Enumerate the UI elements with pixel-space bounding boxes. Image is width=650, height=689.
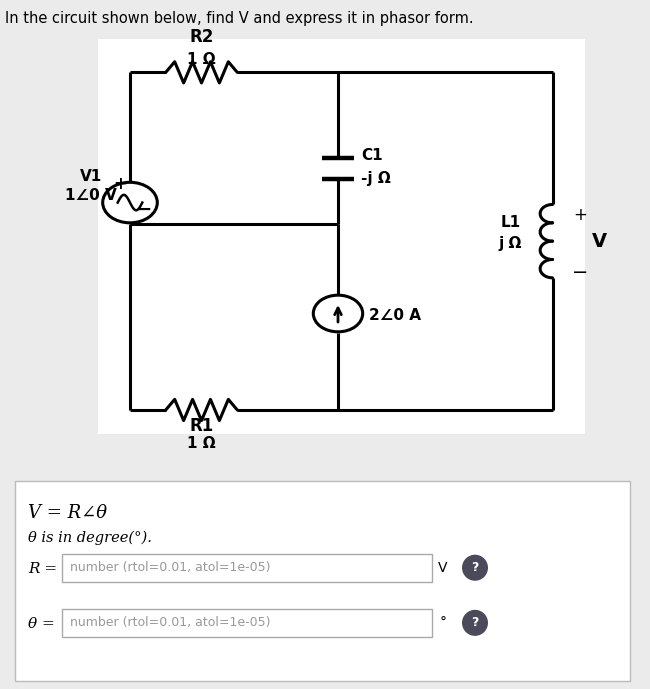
Text: V: V: [438, 561, 448, 575]
Text: -j Ω: -j Ω: [361, 171, 391, 186]
Text: −: −: [571, 263, 588, 282]
Text: number (rtol=0.01, atol=1e-05): number (rtol=0.01, atol=1e-05): [70, 562, 270, 574]
Text: ?: ?: [471, 617, 478, 629]
Text: C1: C1: [361, 148, 382, 163]
Text: 1 Ω: 1 Ω: [187, 437, 216, 451]
Text: +: +: [113, 175, 127, 193]
Circle shape: [462, 555, 488, 581]
FancyBboxPatch shape: [62, 609, 432, 637]
Text: −: −: [136, 200, 153, 219]
Text: V = R∠θ: V = R∠θ: [28, 504, 107, 522]
Text: +: +: [573, 205, 587, 224]
FancyBboxPatch shape: [98, 39, 585, 434]
Text: R2: R2: [189, 28, 214, 45]
Text: 1 Ω: 1 Ω: [187, 52, 216, 67]
Text: °: °: [439, 616, 447, 630]
Text: ?: ?: [471, 562, 478, 574]
Text: θ =: θ =: [28, 617, 55, 631]
Text: L1: L1: [500, 216, 520, 230]
Text: R =: R =: [28, 562, 57, 576]
Text: 1∠0 V: 1∠0 V: [65, 187, 117, 203]
Text: number (rtol=0.01, atol=1e-05): number (rtol=0.01, atol=1e-05): [70, 617, 270, 629]
Text: R1: R1: [189, 418, 214, 435]
Text: j Ω: j Ω: [499, 236, 522, 251]
FancyBboxPatch shape: [62, 554, 432, 582]
Text: 2∠0 A: 2∠0 A: [369, 309, 421, 323]
Text: V: V: [592, 232, 607, 251]
FancyBboxPatch shape: [15, 480, 630, 681]
Text: V1: V1: [80, 169, 102, 184]
Text: In the circuit shown below, find V and express it in phasor form.: In the circuit shown below, find V and e…: [5, 10, 474, 25]
Circle shape: [462, 610, 488, 636]
Text: θ is in degree(°).: θ is in degree(°).: [28, 531, 152, 545]
